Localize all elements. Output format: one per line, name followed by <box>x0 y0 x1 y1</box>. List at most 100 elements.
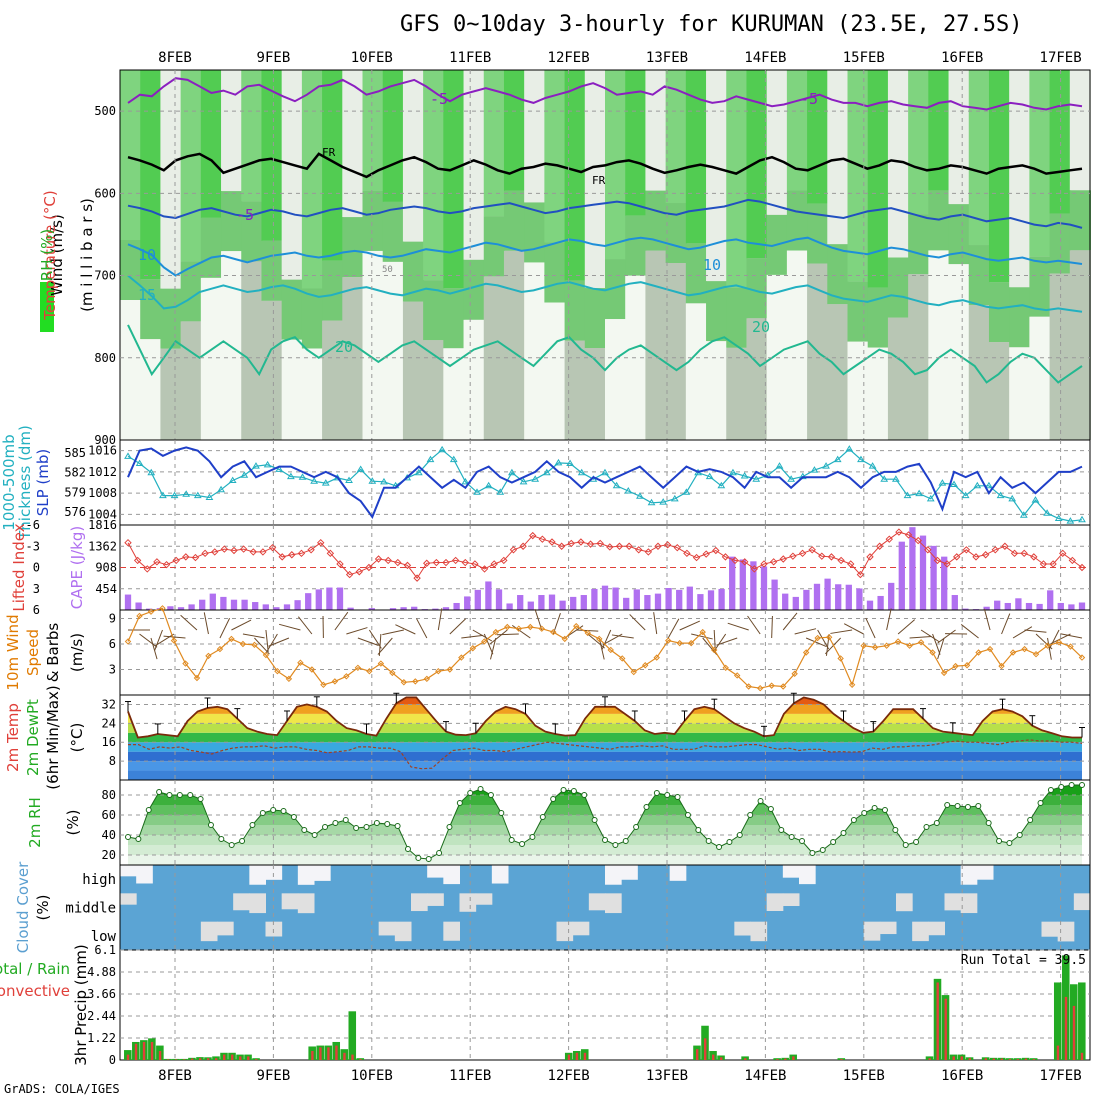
thickness-marker <box>1066 517 1075 524</box>
rh-marker <box>1068 782 1075 788</box>
li-marker <box>307 546 315 554</box>
temp-band <box>128 761 1082 771</box>
wind-marker <box>389 669 396 677</box>
y-tick-label: 9 <box>109 612 116 626</box>
isotherm-5 <box>127 198 1083 229</box>
wind-marker <box>584 629 591 637</box>
cloud-row-label: low <box>91 929 117 945</box>
li-marker <box>365 563 373 572</box>
y-tick-label-left: 3 <box>33 582 40 596</box>
rh-band <box>1009 287 1031 348</box>
wind-barb <box>489 629 508 645</box>
li-marker <box>702 550 710 558</box>
cape-bar <box>866 600 874 610</box>
cape-bar <box>506 603 513 610</box>
cape-bar <box>665 588 672 610</box>
rh-marker <box>881 807 888 813</box>
wind-marker <box>929 649 936 656</box>
cape-bar <box>686 586 693 610</box>
cloud-cell <box>459 893 477 912</box>
date-label-bottom: 12FEB <box>548 1068 590 1084</box>
li-marker <box>750 565 759 573</box>
precip-convective-bar <box>1032 1059 1036 1060</box>
li-marker <box>259 548 267 556</box>
axis-label: RH (%) <box>38 229 56 281</box>
li-marker <box>586 540 595 548</box>
cape-bar <box>252 602 259 610</box>
rh-marker <box>674 794 681 800</box>
wind-marker <box>274 667 281 675</box>
precip-convective-bar <box>567 1054 571 1060</box>
rh-band <box>200 217 223 278</box>
cloud-cell <box>443 865 460 885</box>
precip-convective-bar <box>1024 1058 1028 1060</box>
cloud-cell <box>669 865 687 881</box>
rh-band <box>128 795 1082 805</box>
wind-marker <box>216 645 224 653</box>
precip-convective-bar <box>944 998 947 1060</box>
cape-bar <box>930 545 937 610</box>
rh-marker <box>290 814 297 820</box>
thickness-marker <box>135 459 144 467</box>
wind-marker <box>825 633 833 641</box>
y-tick-label: 3.66 <box>87 987 116 1001</box>
li-marker <box>278 553 286 561</box>
thickness-marker <box>147 468 156 476</box>
y-tick-label: 60 <box>102 808 116 822</box>
rh-band <box>241 261 263 440</box>
rh-band <box>1049 273 1071 440</box>
wind-marker <box>262 651 270 659</box>
thickness-marker <box>787 475 796 482</box>
wind-barb <box>437 608 443 631</box>
li-marker <box>201 549 209 558</box>
cape-bar <box>835 584 842 610</box>
panel-frame <box>119 949 1091 1061</box>
cloud-cell <box>265 865 283 880</box>
rh-band <box>847 341 869 440</box>
li-marker <box>731 556 739 565</box>
rh-marker <box>892 827 899 833</box>
axis-label: 10m Wind <box>4 614 22 690</box>
rh-marker <box>477 786 484 792</box>
panel-precip: 6.1 4.88 3.66 2.44 1.22 0 Run Total = 39.5 Tota… <box>0 943 1091 1067</box>
precip-convective-bar <box>198 1058 202 1060</box>
series-dewpoint <box>128 739 1083 770</box>
wind-barb <box>817 629 830 650</box>
rh-marker <box>933 820 940 826</box>
thickness-marker <box>566 459 574 467</box>
thickness-marker <box>356 465 365 472</box>
wind-barb <box>794 628 817 635</box>
thickness-marker <box>868 462 877 469</box>
rh-marker <box>622 838 629 844</box>
thickness-marker <box>263 460 272 468</box>
axis-label: Lifted Index <box>10 523 28 611</box>
thickness-marker <box>950 480 958 487</box>
rh-band <box>128 845 1082 855</box>
wind-marker <box>343 673 350 680</box>
rh-marker <box>228 842 235 848</box>
rh-band <box>180 321 202 440</box>
cape-bar <box>432 608 439 610</box>
rh-band <box>605 70 627 260</box>
wind-barb <box>587 633 605 649</box>
rh-band <box>544 242 566 303</box>
wind-barb <box>155 633 175 647</box>
thickness-marker <box>822 462 830 469</box>
cloud-cell <box>249 865 266 885</box>
wind-barb <box>461 634 484 639</box>
thickness-marker <box>461 477 470 485</box>
rh-band <box>968 70 990 246</box>
precip-convective-bar <box>166 1059 170 1060</box>
rh-band <box>928 250 950 440</box>
precip-convective-bar <box>960 1056 963 1060</box>
cape-bar <box>909 527 916 610</box>
rh-band <box>120 70 142 240</box>
cape-bar <box>697 594 704 610</box>
contour-label: FR <box>592 174 606 187</box>
isotherm-10 <box>127 236 1083 277</box>
rh-band <box>807 203 829 264</box>
rh-band <box>140 339 162 440</box>
precip-convective-bar <box>1016 1059 1020 1060</box>
rh-band <box>301 288 324 349</box>
thickness-marker <box>891 475 900 482</box>
